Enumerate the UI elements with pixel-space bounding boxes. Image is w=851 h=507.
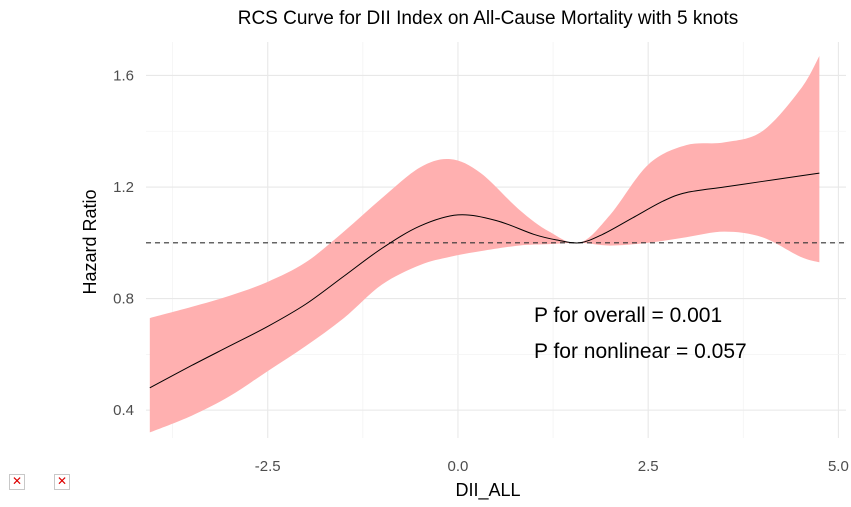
y-axis-label: Hazard Ratio xyxy=(80,189,100,294)
broken-image-icon: ✕ xyxy=(9,474,25,490)
x-axis-label: DII_ALL xyxy=(455,480,520,501)
x-tick-label: 5.0 xyxy=(828,458,849,475)
x-tick-label: -2.5 xyxy=(255,458,281,475)
y-tick-label: 1.6 xyxy=(113,67,134,84)
p-overall-annotation: P for overall = 0.001 xyxy=(534,304,722,327)
y-axis-ticks: 0.4 0.8 1.2 1.6 xyxy=(113,67,134,419)
p-nonlinear-annotation: P for nonlinear = 0.057 xyxy=(534,340,747,363)
confidence-band xyxy=(149,55,820,433)
hazard-ratio-line xyxy=(149,172,820,389)
y-tick-label: 0.8 xyxy=(113,291,134,308)
x-tick-label: 0.0 xyxy=(448,458,469,475)
y-tick-label: 0.4 xyxy=(113,402,134,419)
y-tick-label: 1.2 xyxy=(113,179,134,196)
chart-title: RCS Curve for DII Index on All-Cause Mor… xyxy=(238,8,739,29)
x-axis-ticks: -2.5 0.0 2.5 5.0 xyxy=(255,458,849,475)
x-tick-label: 2.5 xyxy=(638,458,659,475)
broken-image-icon: ✕ xyxy=(54,474,70,490)
